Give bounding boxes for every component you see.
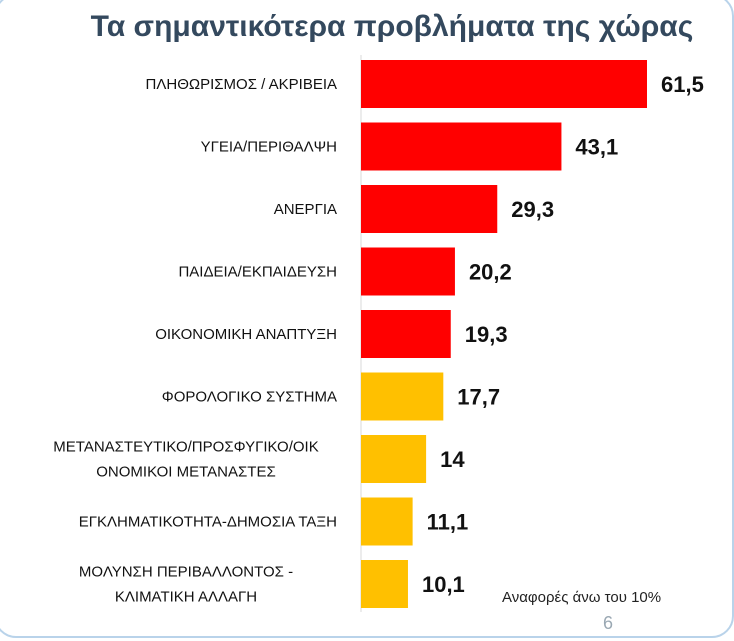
bar bbox=[361, 310, 451, 358]
category-label: ΠΛΗΘΩΡΙΣΜΟΣ / ΑΚΡΙΒΕΙΑ bbox=[146, 76, 337, 93]
category-label: ΜΟΛΥΝΣΗ ΠΕΡΙΒΑΛΛΟΝΤΟΣ -ΚΛΙΜΑΤΙΚΗ ΑΛΛΑΓΗ bbox=[79, 564, 293, 606]
category-label: ΦΟΡΟΛΟΓΙΚΟ ΣΥΣΤΗΜΑ bbox=[162, 389, 337, 406]
bar bbox=[361, 435, 427, 483]
category-label: ΕΓΚΛΗΜΑΤΙΚΟΤΗΤΑ-ΔΗΜΟΣΙΑ ΤΑΞΗ bbox=[79, 514, 337, 531]
category-label: ΥΓΕΙΑ/ΠΕΡΙΘΑΛΨΗ bbox=[201, 139, 337, 156]
bar bbox=[361, 247, 455, 296]
chart-note: Αναφορές άνω του 10% bbox=[502, 589, 662, 606]
data-label: 10,1 bbox=[422, 572, 465, 597]
bar bbox=[361, 60, 647, 108]
data-label: 19,3 bbox=[465, 322, 508, 347]
category-label: ΜΕΤΑΝΑΣΤΕΥΤΙΚΟ/ΠΡΟΣΦΥΓΙΚΟ/ΟΙΚ ΟΝΟΜΙΚΟΙ ΜΕ… bbox=[53, 439, 318, 481]
category-label: ΟΙΚΟΝΟΜΙΚΗ ΑΝΑΠΤΥΞΗ bbox=[155, 326, 337, 343]
data-label: 29,3 bbox=[511, 197, 554, 222]
data-label: 20,2 bbox=[469, 260, 512, 285]
bar bbox=[361, 560, 408, 608]
page-number: 6 bbox=[603, 613, 614, 633]
bar bbox=[361, 185, 498, 233]
category-label: ΑΝΕΡΓΙΑ bbox=[274, 201, 337, 218]
data-label: 17,7 bbox=[457, 385, 500, 410]
bar bbox=[361, 497, 413, 546]
category-label: ΠΑΙΔΕΙΑ/ΕΚΠΑΙΔΕΥΣΗ bbox=[178, 264, 337, 281]
data-label: 43,1 bbox=[575, 135, 618, 160]
chart-title: Τα σημαντικότερα προβλήματα της χώρας bbox=[90, 10, 694, 43]
bar bbox=[361, 372, 444, 421]
data-label: 61,5 bbox=[661, 72, 704, 97]
bar bbox=[361, 122, 562, 171]
data-label: 14 bbox=[440, 447, 465, 472]
data-label: 11,1 bbox=[427, 510, 469, 535]
